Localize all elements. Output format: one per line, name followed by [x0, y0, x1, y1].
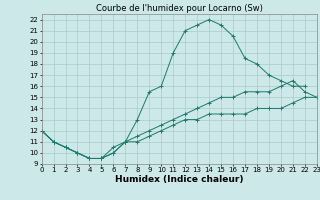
X-axis label: Humidex (Indice chaleur): Humidex (Indice chaleur) — [115, 175, 244, 184]
Title: Courbe de l'humidex pour Locarno (Sw): Courbe de l'humidex pour Locarno (Sw) — [96, 4, 263, 13]
